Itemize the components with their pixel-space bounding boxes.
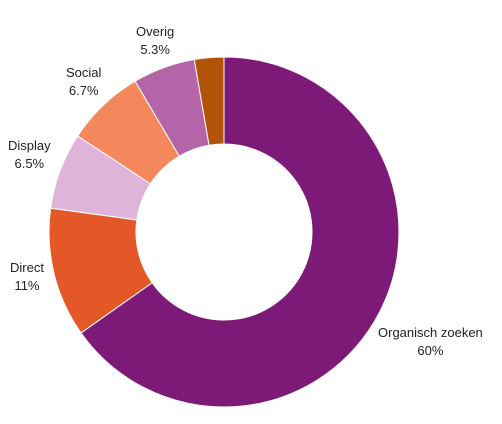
slice-value-label: 5.3% [140,42,170,57]
pie-slice-unlabeled [193,56,225,146]
slice-label: Overig [136,24,174,39]
slices-group [48,56,400,408]
slice-value-label: 6.5% [14,156,44,171]
slice-label: Direct [10,260,44,275]
slice-value-label: 60% [417,343,443,358]
pie-slice-organisch-zoeken [80,56,400,408]
labels-group: Organisch zoeken 60% Direct 11% Display 6.5% S… [8,24,483,358]
slice-label: Display [8,138,51,153]
slice-label: Social [66,65,102,80]
slice-label: Organisch zoeken [378,325,483,340]
slice-value-label: 11% [14,278,39,293]
slice-value-label: 6.7% [69,83,99,98]
